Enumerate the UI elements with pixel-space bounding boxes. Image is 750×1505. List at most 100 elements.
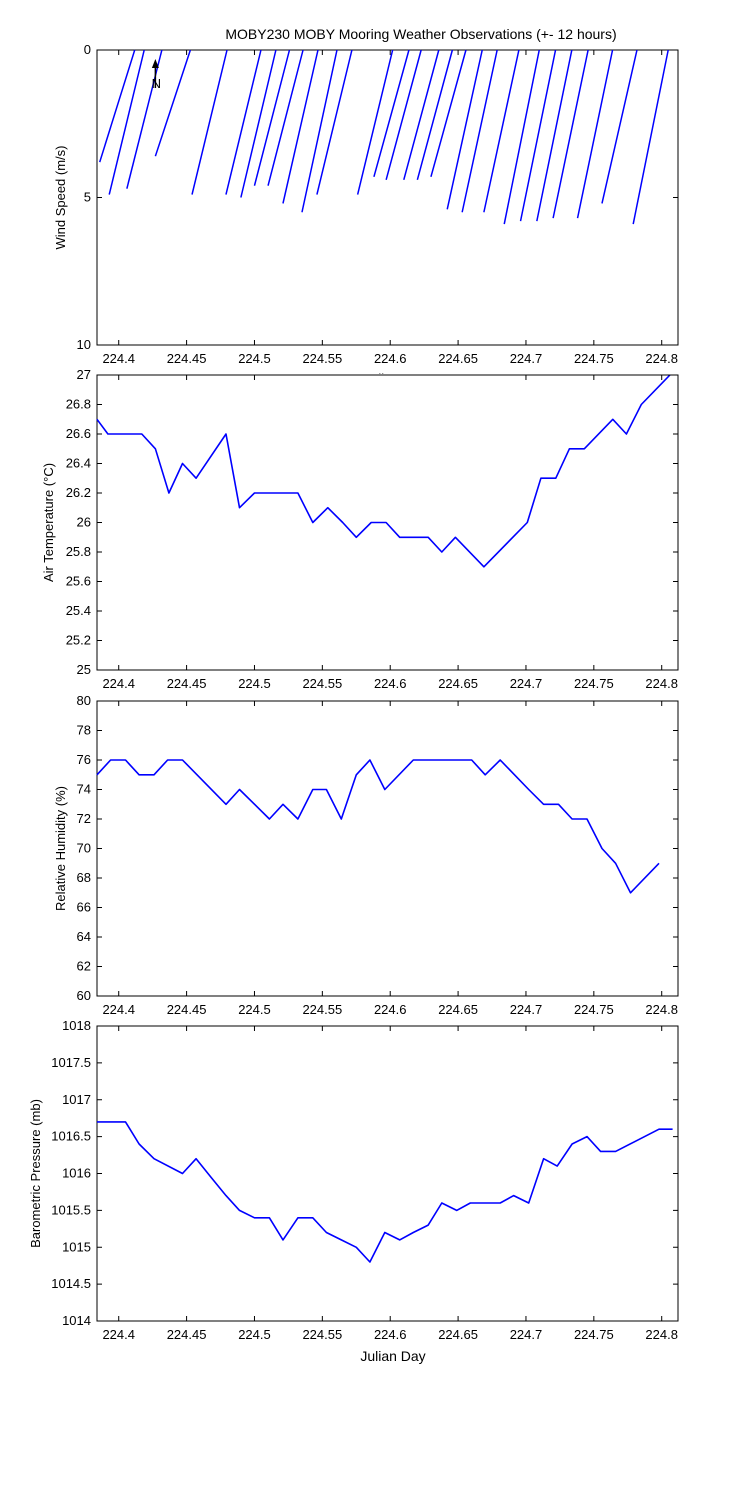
pressure-xtick-label: 224.5 (238, 1327, 271, 1342)
pressure-ytick-label: 1014.5 (51, 1276, 91, 1291)
wind-stick (385, 49, 422, 180)
wind-stick (316, 49, 353, 195)
air-temp-ytick-label: 25.2 (66, 633, 91, 648)
wind-ytick-label: 10 (77, 337, 91, 352)
pressure-ytick-label: 1016.5 (51, 1129, 91, 1144)
humidity-xtick-label: 224.8 (645, 1002, 678, 1017)
wind-stick (373, 49, 410, 178)
humidity-ytick-label: 76 (77, 752, 91, 767)
wind-xtick-label: 224.4 (102, 351, 135, 366)
air-temp-xtick-label: 224.8 (645, 676, 678, 691)
wind-stick (240, 49, 277, 198)
air-temp-ytick-label: 26.8 (66, 397, 91, 412)
figure-title: MOBY230 MOBY Mooring Weather Observation… (225, 26, 616, 42)
wind-stick (601, 49, 638, 204)
air-temp-xtick-label: 224.7 (510, 676, 543, 691)
air-temp-ytick-label: 26.4 (66, 456, 91, 471)
air-temp-ytick-label: 26.6 (66, 426, 91, 441)
air-temp-ytick-label: 25.8 (66, 544, 91, 559)
air-temp-series-line (96, 374, 671, 568)
humidity-xtick-label: 224.55 (302, 1002, 342, 1017)
wind-stick (430, 49, 467, 178)
humidity-xtick-label: 224.5 (238, 1002, 271, 1017)
xlabel-mask (300, 374, 500, 386)
wind-ylabel: Wind Speed (m/s) (53, 145, 68, 249)
pressure-xtick-label: 224.45 (167, 1327, 207, 1342)
humidity-axes-frame (96, 700, 679, 997)
pressure-xtick-label: 224.75 (574, 1327, 614, 1342)
pressure-ytick-label: 1014 (62, 1313, 91, 1328)
north-marker-label: N (152, 76, 161, 91)
wind-stick (98, 49, 136, 163)
pressure-ytick-label: 1017 (62, 1092, 91, 1107)
humidity-ytick-label: 74 (77, 782, 91, 797)
pressure-ytick-label: 1015 (62, 1239, 91, 1254)
humidity-xtick-label: 224.45 (167, 1002, 207, 1017)
humidity-xtick-label: 224.6 (374, 1002, 407, 1017)
pressure-ytick-label: 1015.5 (51, 1202, 91, 1217)
wind-stick (519, 49, 557, 222)
wind-stick (632, 49, 669, 225)
wind-stick (536, 49, 573, 222)
north-arrow-head-icon (151, 59, 159, 68)
humidity-ytick-label: 78 (77, 723, 91, 738)
air-temp-xtick-label: 224.75 (574, 676, 614, 691)
wind-xtick-label: 224.45 (167, 351, 207, 366)
wind-stick (253, 49, 291, 186)
pressure-xtick-label: 224.8 (645, 1327, 678, 1342)
wind-xtick-label: 224.7 (510, 351, 543, 366)
air-temp-xtick-label: 224.65 (438, 676, 478, 691)
air-temp-ytick-label: 25.4 (66, 603, 91, 618)
pressure-series-line (97, 1121, 673, 1263)
humidity-xtick-label: 224.75 (574, 1002, 614, 1017)
pressure-ytick-label: 1016 (62, 1166, 91, 1181)
air-temp-ytick-label: 25 (77, 662, 91, 677)
wind-stick (446, 49, 483, 210)
pressure-xtick-label: 224.55 (302, 1327, 342, 1342)
wind-stick (267, 49, 304, 186)
air-temp-xtick-label: 224.5 (238, 676, 271, 691)
humidity-ytick-label: 70 (77, 841, 91, 856)
wind-ytick-label: 5 (84, 190, 91, 205)
pressure-ylabel: Barometric Pressure (mb) (28, 1099, 43, 1248)
wind-stick (403, 49, 440, 180)
wind-xtick-label: 224.55 (302, 351, 342, 366)
wind-xtick-label: 224.65 (438, 351, 478, 366)
humidity-series-line (96, 759, 660, 894)
humidity-xtick-label: 224.7 (510, 1002, 543, 1017)
wind-axes-frame (96, 49, 679, 346)
wind-stick (191, 49, 228, 195)
air-temp-axes-frame (96, 374, 679, 671)
humidity-ytick-label: 80 (77, 693, 91, 708)
wind-stick (301, 49, 338, 213)
humidity-ytick-label: 60 (77, 988, 91, 1003)
humidity-ytick-label: 64 (77, 929, 91, 944)
wind-stick (416, 49, 454, 180)
air-temp-xtick-label: 224.6 (374, 676, 407, 691)
wind-stick (108, 49, 145, 195)
humidity-xtick-label: 224.65 (438, 1002, 478, 1017)
pressure-xtick-label: 224.7 (510, 1327, 543, 1342)
air-temp-ytick-label: 26.2 (66, 485, 91, 500)
wind-xtick-label: 224.6 (374, 351, 407, 366)
pressure-xtick-label: 224.6 (374, 1327, 407, 1342)
wind-stick (126, 49, 163, 189)
pressure-xtick-label: 224.65 (438, 1327, 478, 1342)
wind-stick (282, 49, 319, 204)
humidity-ytick-label: 72 (77, 811, 91, 826)
wind-xtick-label: 224.8 (645, 351, 678, 366)
pressure-axes-frame (96, 1025, 679, 1322)
wind-stick (552, 49, 589, 219)
wind-xtick-label: 224.75 (574, 351, 614, 366)
air-temp-xtick-label: 224.45 (167, 676, 207, 691)
wind-stick (576, 49, 614, 219)
wind-ytick-label: 0 (84, 42, 91, 57)
humidity-xtick-label: 224.4 (102, 1002, 135, 1017)
pressure-ytick-label: 1018 (62, 1018, 91, 1033)
air-temp-xtick-label: 224.4 (102, 676, 135, 691)
wind-stick (503, 49, 540, 225)
humidity-ytick-label: 68 (77, 870, 91, 885)
air-temp-ytick-label: 27 (77, 367, 91, 382)
